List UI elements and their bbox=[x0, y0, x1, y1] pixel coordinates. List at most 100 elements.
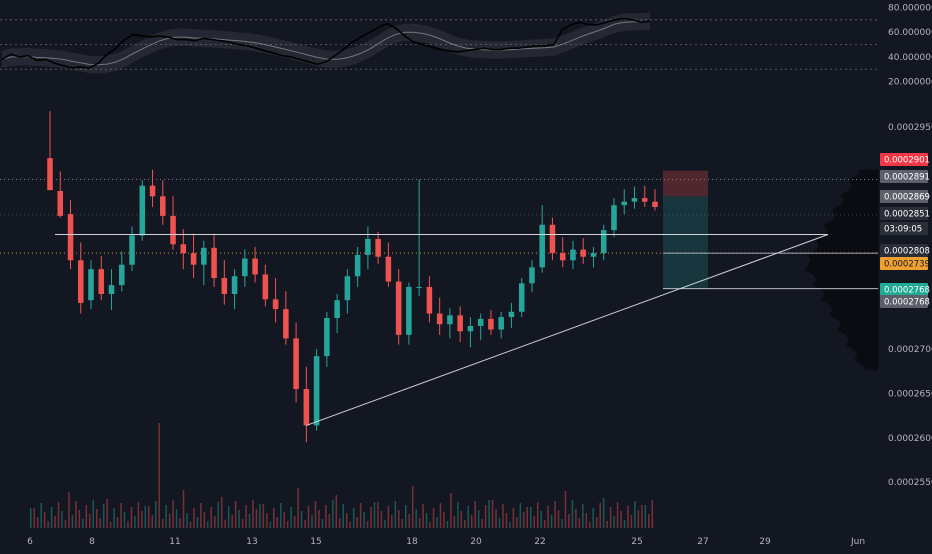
volume-bar bbox=[78, 510, 81, 528]
volume-bar bbox=[457, 502, 459, 528]
candle-body bbox=[119, 264, 125, 286]
volume-bar bbox=[102, 504, 105, 528]
volume-bar bbox=[307, 506, 310, 528]
volume-bar bbox=[637, 510, 640, 528]
volume-bar bbox=[193, 508, 195, 528]
price-tick-label: 0.0002950 bbox=[888, 123, 932, 133]
volume-bar bbox=[418, 518, 421, 528]
volume-bar bbox=[345, 513, 348, 528]
candle-body bbox=[129, 235, 135, 265]
time-axis[interactable]: 6 8 11 13 15 18 20 22 25 27 29 Jun bbox=[27, 537, 865, 547]
candle-body bbox=[652, 201, 658, 207]
time-tick-label: 27 bbox=[697, 537, 708, 547]
volume-bar bbox=[460, 511, 463, 528]
volume-bar bbox=[436, 517, 438, 528]
candle-body bbox=[611, 205, 617, 231]
time-tick-label: Jun bbox=[850, 537, 865, 547]
volume-bar bbox=[196, 517, 199, 528]
volume-bar bbox=[276, 517, 279, 528]
price-axis[interactable]: 0.0002950 0.0002700 0.0002650 0.0002600 0.00… bbox=[888, 123, 932, 488]
volume-bar bbox=[68, 492, 70, 528]
volume-bar bbox=[314, 501, 317, 528]
volume-bar bbox=[43, 512, 46, 528]
time-tick-label: 15 bbox=[310, 537, 321, 547]
volume-bar bbox=[33, 508, 35, 528]
volume-bar bbox=[220, 497, 223, 528]
volume-bar bbox=[311, 515, 313, 528]
candle-body bbox=[529, 267, 535, 284]
volume-bar bbox=[158, 423, 160, 528]
candle-body bbox=[518, 283, 525, 312]
volume-bar bbox=[210, 507, 213, 528]
volume-bar bbox=[575, 509, 577, 528]
volume-bar bbox=[214, 516, 216, 528]
volume-bar bbox=[377, 502, 379, 528]
candle-body bbox=[600, 230, 607, 254]
triangle-drawing[interactable] bbox=[55, 234, 829, 426]
candle-body bbox=[160, 196, 166, 216]
volume-bar bbox=[75, 501, 77, 528]
volume-bar bbox=[290, 507, 292, 528]
volume-bar bbox=[50, 507, 53, 528]
volume-bar bbox=[370, 507, 372, 528]
volume-bar bbox=[543, 520, 546, 528]
candle-body bbox=[108, 285, 115, 295]
volume-bar bbox=[450, 493, 452, 528]
volume-bar bbox=[61, 511, 63, 528]
volume-bar bbox=[488, 500, 490, 528]
candle-body bbox=[334, 300, 340, 318]
volume-bar bbox=[380, 511, 383, 528]
time-tick-label: 29 bbox=[759, 537, 771, 547]
volume-bar bbox=[304, 520, 306, 528]
volume-bar bbox=[481, 519, 483, 528]
volume-bar bbox=[342, 504, 344, 528]
candle-body bbox=[283, 309, 289, 339]
volume-bar bbox=[651, 500, 654, 528]
volume-bar bbox=[40, 503, 42, 528]
volume-bar bbox=[116, 517, 119, 528]
volume-bar bbox=[151, 515, 154, 528]
volume-bar bbox=[325, 505, 327, 528]
time-tick-label: 8 bbox=[89, 537, 95, 547]
candle-body bbox=[426, 286, 433, 314]
volume-bar bbox=[422, 504, 424, 528]
volume-bars bbox=[30, 423, 654, 528]
rsi-band-fill bbox=[2, 12, 650, 74]
volume-bar bbox=[161, 519, 164, 528]
volume-bar bbox=[425, 513, 428, 528]
time-tick-label: 20 bbox=[470, 537, 482, 547]
volume-bar bbox=[186, 513, 188, 528]
volume-bar bbox=[318, 510, 320, 528]
price-badge bbox=[880, 295, 928, 308]
candle-body bbox=[559, 253, 566, 261]
candle-body bbox=[570, 249, 576, 261]
volume-bar bbox=[467, 506, 469, 528]
long-position-tool[interactable] bbox=[663, 170, 878, 290]
volume-bar bbox=[95, 509, 98, 528]
candle-body bbox=[67, 214, 74, 261]
volume-bar bbox=[259, 504, 261, 528]
price-badge-label: 0.0002808 bbox=[884, 247, 930, 257]
price-badge-label: 0.0002768 bbox=[884, 286, 930, 296]
candle-body bbox=[406, 286, 412, 335]
volume-bar bbox=[332, 500, 334, 528]
price-tick-label: 0.0002650 bbox=[888, 389, 932, 399]
volume-bar bbox=[269, 522, 272, 528]
volume-bar bbox=[366, 521, 369, 528]
candle-body bbox=[139, 185, 146, 236]
volume-bar bbox=[405, 505, 407, 528]
price-badge bbox=[880, 153, 928, 166]
volume-bar bbox=[85, 505, 88, 528]
volume-bar bbox=[578, 518, 581, 528]
volume-bar bbox=[634, 501, 636, 528]
volume-bar bbox=[189, 522, 192, 528]
volume-bar bbox=[179, 518, 181, 528]
volume-bar bbox=[203, 512, 206, 528]
volume-bar bbox=[630, 515, 633, 528]
candle-body bbox=[98, 269, 105, 295]
candle-body bbox=[467, 325, 474, 332]
candle-body bbox=[190, 253, 197, 265]
candle-body bbox=[324, 317, 330, 357]
